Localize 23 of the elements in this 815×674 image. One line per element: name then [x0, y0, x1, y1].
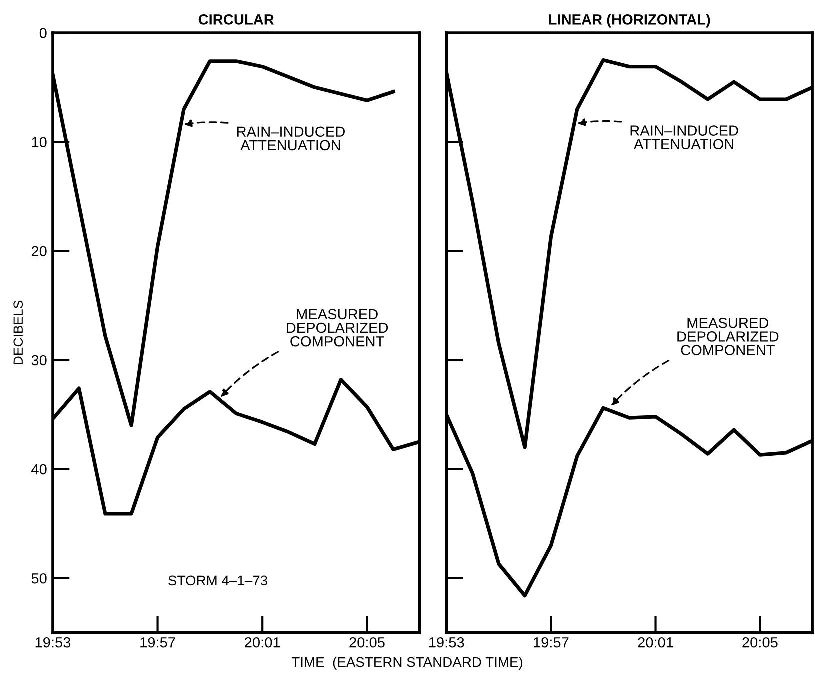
chart-title: LINEAR (HORIZONTAL)	[549, 14, 710, 28]
y-tick-label: 30	[32, 355, 47, 366]
x-tick-label: 20:01	[638, 637, 674, 648]
chart-title: CIRCULAR	[198, 14, 274, 25]
x-tick-label: 20:05	[742, 637, 778, 648]
annotation: RAIN–INDUCED ATTENUATION	[630, 126, 738, 150]
x-axis-title: TIME (EASTERN STANDARD TIME)	[292, 657, 523, 670]
annotation: MEASURED DEPOLARIZED COMPONENT	[287, 309, 388, 347]
y-tick-label: 50	[32, 573, 47, 584]
x-tick-label: 19:57	[140, 637, 176, 648]
x-tick-label: 19:57	[534, 637, 569, 648]
x-tick-label: 19:53	[429, 637, 464, 648]
y-tick-label: 40	[32, 464, 47, 475]
annotation: STORM 4–1–73	[168, 576, 268, 586]
y-tick-label: 0	[40, 28, 47, 38]
annotation: RAIN–INDUCED ATTENUATION	[237, 126, 345, 151]
x-tick-label: 20:05	[350, 637, 385, 648]
y-axis-title: DECIBELS	[14, 300, 24, 365]
annotation: MEASURED DEPOLARIZED COMPONENT	[678, 318, 779, 356]
y-tick-label: 20	[32, 246, 47, 257]
x-tick-label: 19:53	[36, 637, 71, 648]
x-tick-label: 20:01	[245, 637, 280, 648]
y-tick-label: 10	[32, 137, 47, 148]
